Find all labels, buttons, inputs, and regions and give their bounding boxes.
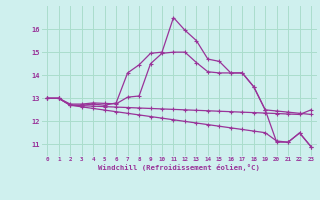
X-axis label: Windchill (Refroidissement éolien,°C): Windchill (Refroidissement éolien,°C): [98, 164, 260, 171]
